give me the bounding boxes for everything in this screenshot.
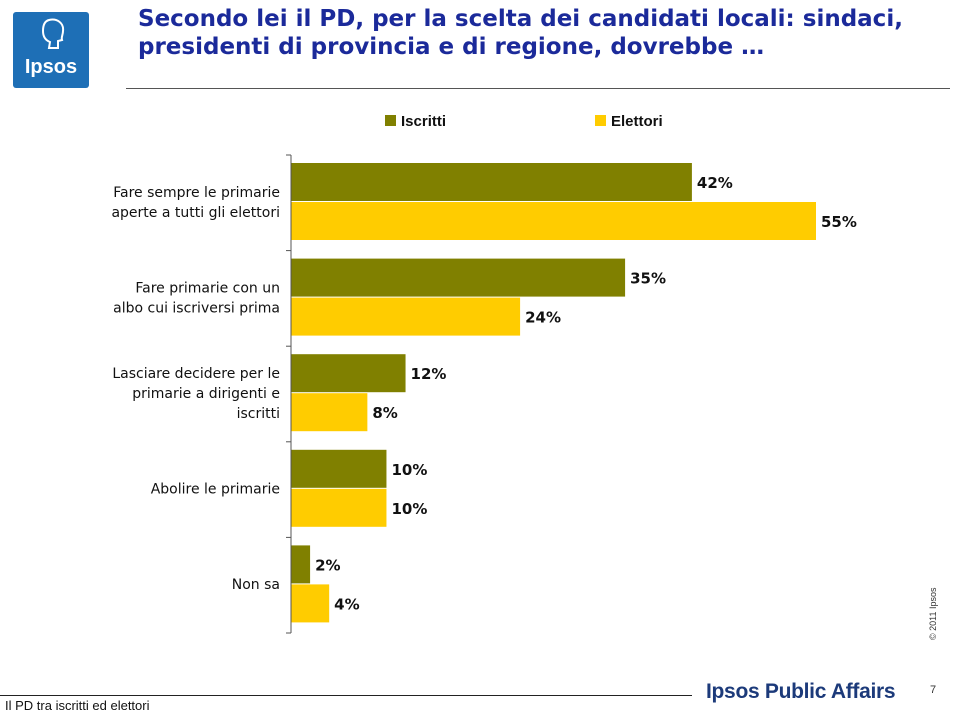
bar-elettori xyxy=(291,488,387,527)
category-label: Non sa xyxy=(232,577,280,593)
bar-elettori xyxy=(291,202,816,240)
copyright-text: © 2011 Ipsos xyxy=(928,587,938,641)
ipsos-logo: Ipsos xyxy=(13,12,89,88)
data-label: 24% xyxy=(525,309,561,327)
data-label: 10% xyxy=(391,461,427,479)
data-label: 42% xyxy=(697,174,733,192)
legend-swatch-2 xyxy=(595,115,606,126)
data-label: 4% xyxy=(334,595,359,613)
bar-elettori xyxy=(291,297,521,336)
data-label: 35% xyxy=(630,270,666,288)
data-label: 55% xyxy=(821,213,857,231)
data-label: 2% xyxy=(315,556,340,574)
bar-iscritti xyxy=(291,545,311,584)
logo-text: Ipsos xyxy=(24,56,78,78)
page-title: Secondo lei il PD, per la scelta dei can… xyxy=(138,6,903,60)
bar-iscritti xyxy=(291,449,387,488)
category-label: Fare sempre le primarie aperte a tutti gl… xyxy=(111,185,280,221)
data-label: 8% xyxy=(372,404,397,422)
head-silhouette-icon xyxy=(41,18,65,49)
legend-label-1: Iscritti xyxy=(401,113,446,130)
legend-label-2: Elettori xyxy=(611,113,663,130)
category-label: Abolire le primarie xyxy=(151,482,280,498)
bar-iscritti xyxy=(291,258,626,297)
data-label: 12% xyxy=(411,365,447,383)
category-label: Fare primarie con un albo cui iscriversi … xyxy=(113,280,280,316)
brand-name: Ipsos Public Affairs xyxy=(706,680,896,703)
bar-elettori xyxy=(291,584,330,623)
page-number: 7 xyxy=(930,684,937,696)
data-label: 10% xyxy=(391,500,427,518)
category-label: Lasciare decidere per le primarie a dirig… xyxy=(112,366,280,422)
title-divider xyxy=(126,88,950,89)
bar-iscritti xyxy=(291,354,406,393)
bar-elettori xyxy=(291,393,368,432)
footer-divider xyxy=(0,695,692,696)
bar-iscritti xyxy=(291,163,692,201)
legend-swatch-1 xyxy=(385,115,396,126)
footer-caption: Il PD tra iscritti ed elettori xyxy=(5,698,150,713)
